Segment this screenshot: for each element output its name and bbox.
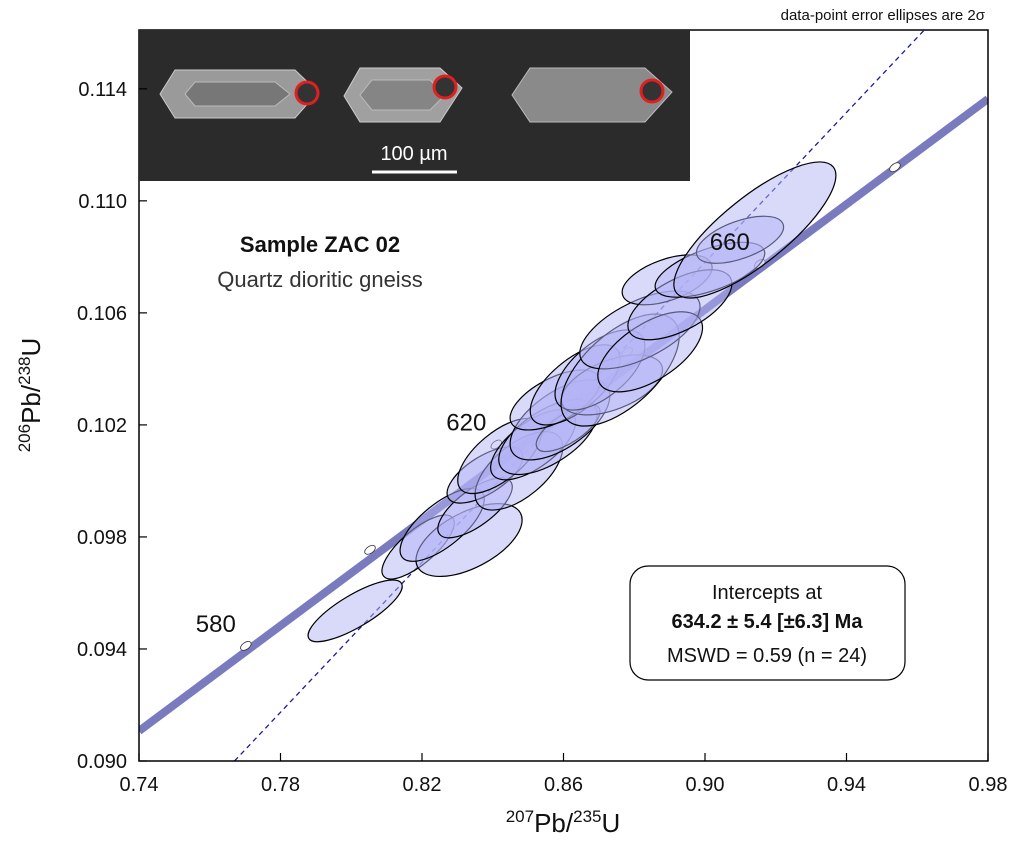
- x-axis-label: 207Pb/235U: [506, 807, 621, 838]
- sample-subtitle: Quartz dioritic gneiss: [217, 267, 422, 292]
- y-axis-label: 206Pb/238U: [15, 338, 46, 453]
- y-tick-label: 0.114: [78, 79, 127, 101]
- y-label-text: U: [16, 338, 46, 357]
- inset-image: 100 µm: [139, 30, 690, 181]
- result-line: 634.2 ± 5.4 [±6.3] Ma: [672, 611, 864, 633]
- x-tick-label: 0.98: [969, 774, 1008, 796]
- x-label-sup: 235: [573, 807, 601, 826]
- x-tick-label: 0.78: [261, 774, 300, 796]
- spot: [641, 80, 663, 102]
- age-label: 620: [446, 410, 486, 437]
- x-tick-label: 0.94: [827, 774, 866, 796]
- y-tick-label: 0.106: [77, 303, 127, 325]
- zircon-zone: [360, 80, 445, 110]
- y-tick-label: 0.090: [77, 751, 127, 773]
- spot: [296, 82, 318, 104]
- note: data-point error ellipses are 2σ: [781, 7, 986, 24]
- x-tick-label: 0.74: [120, 774, 159, 796]
- result-line: Intercepts at: [712, 582, 823, 604]
- y-label-sup: 206: [15, 424, 34, 452]
- y-label-sup: 238: [15, 357, 34, 385]
- y-tick-label: 0.102: [77, 415, 127, 437]
- age-label: 660: [710, 229, 750, 256]
- scale-bar-label: 100 µm: [380, 143, 447, 165]
- spot: [434, 76, 456, 98]
- sample-title: Sample ZAC 02: [240, 232, 400, 257]
- y-tick-label: 0.110: [78, 191, 127, 213]
- result-line: MSWD = 0.59 (n = 24): [667, 645, 867, 667]
- error-ellipse: [301, 569, 410, 652]
- y-tick-label: 0.098: [77, 527, 127, 549]
- x-tick-label: 0.86: [544, 774, 583, 796]
- x-label-text: U: [602, 808, 621, 838]
- y-tick-label: 0.094: [77, 639, 127, 661]
- x-label-text: Pb/: [534, 808, 574, 838]
- zircon-zone: [185, 82, 290, 106]
- chart: data-point error ellipses are 2σ 100 µm …: [0, 0, 1022, 845]
- y-label-text: Pb/: [16, 384, 46, 424]
- x-tick-label: 0.90: [686, 774, 725, 796]
- age-label: 580: [196, 611, 236, 638]
- x-label-sup: 207: [506, 807, 534, 826]
- x-tick-label: 0.82: [403, 774, 442, 796]
